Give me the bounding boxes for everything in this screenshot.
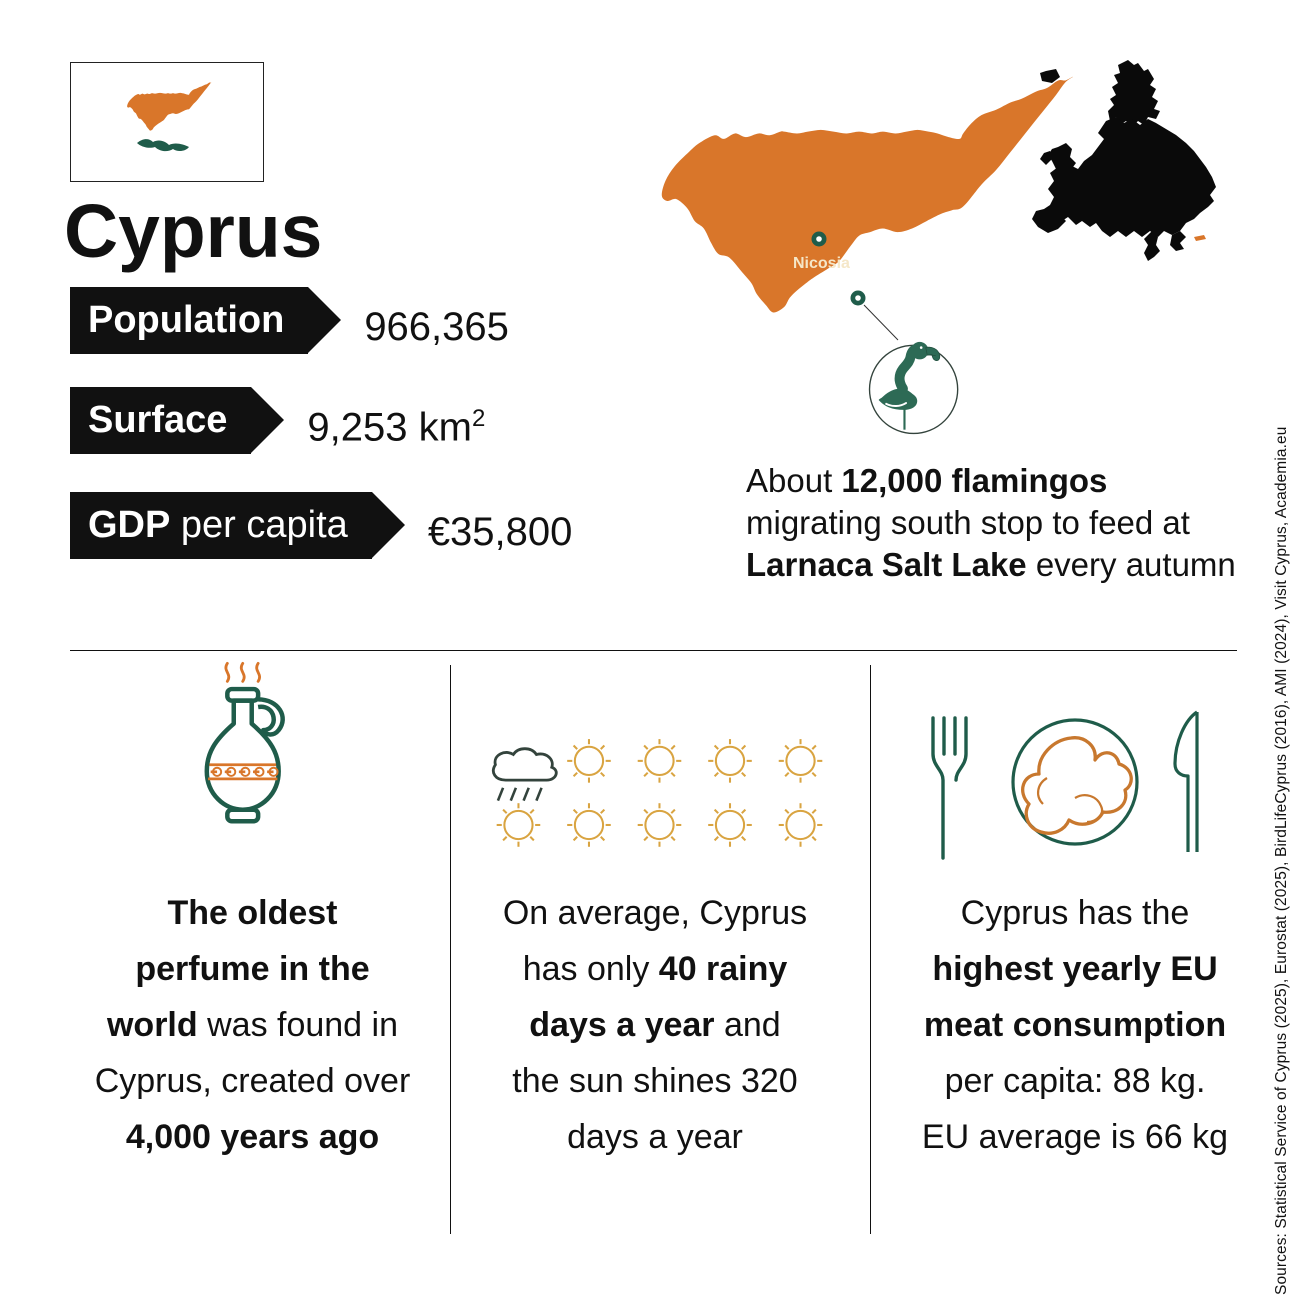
svg-text:Nicosia: Nicosia bbox=[793, 255, 850, 272]
